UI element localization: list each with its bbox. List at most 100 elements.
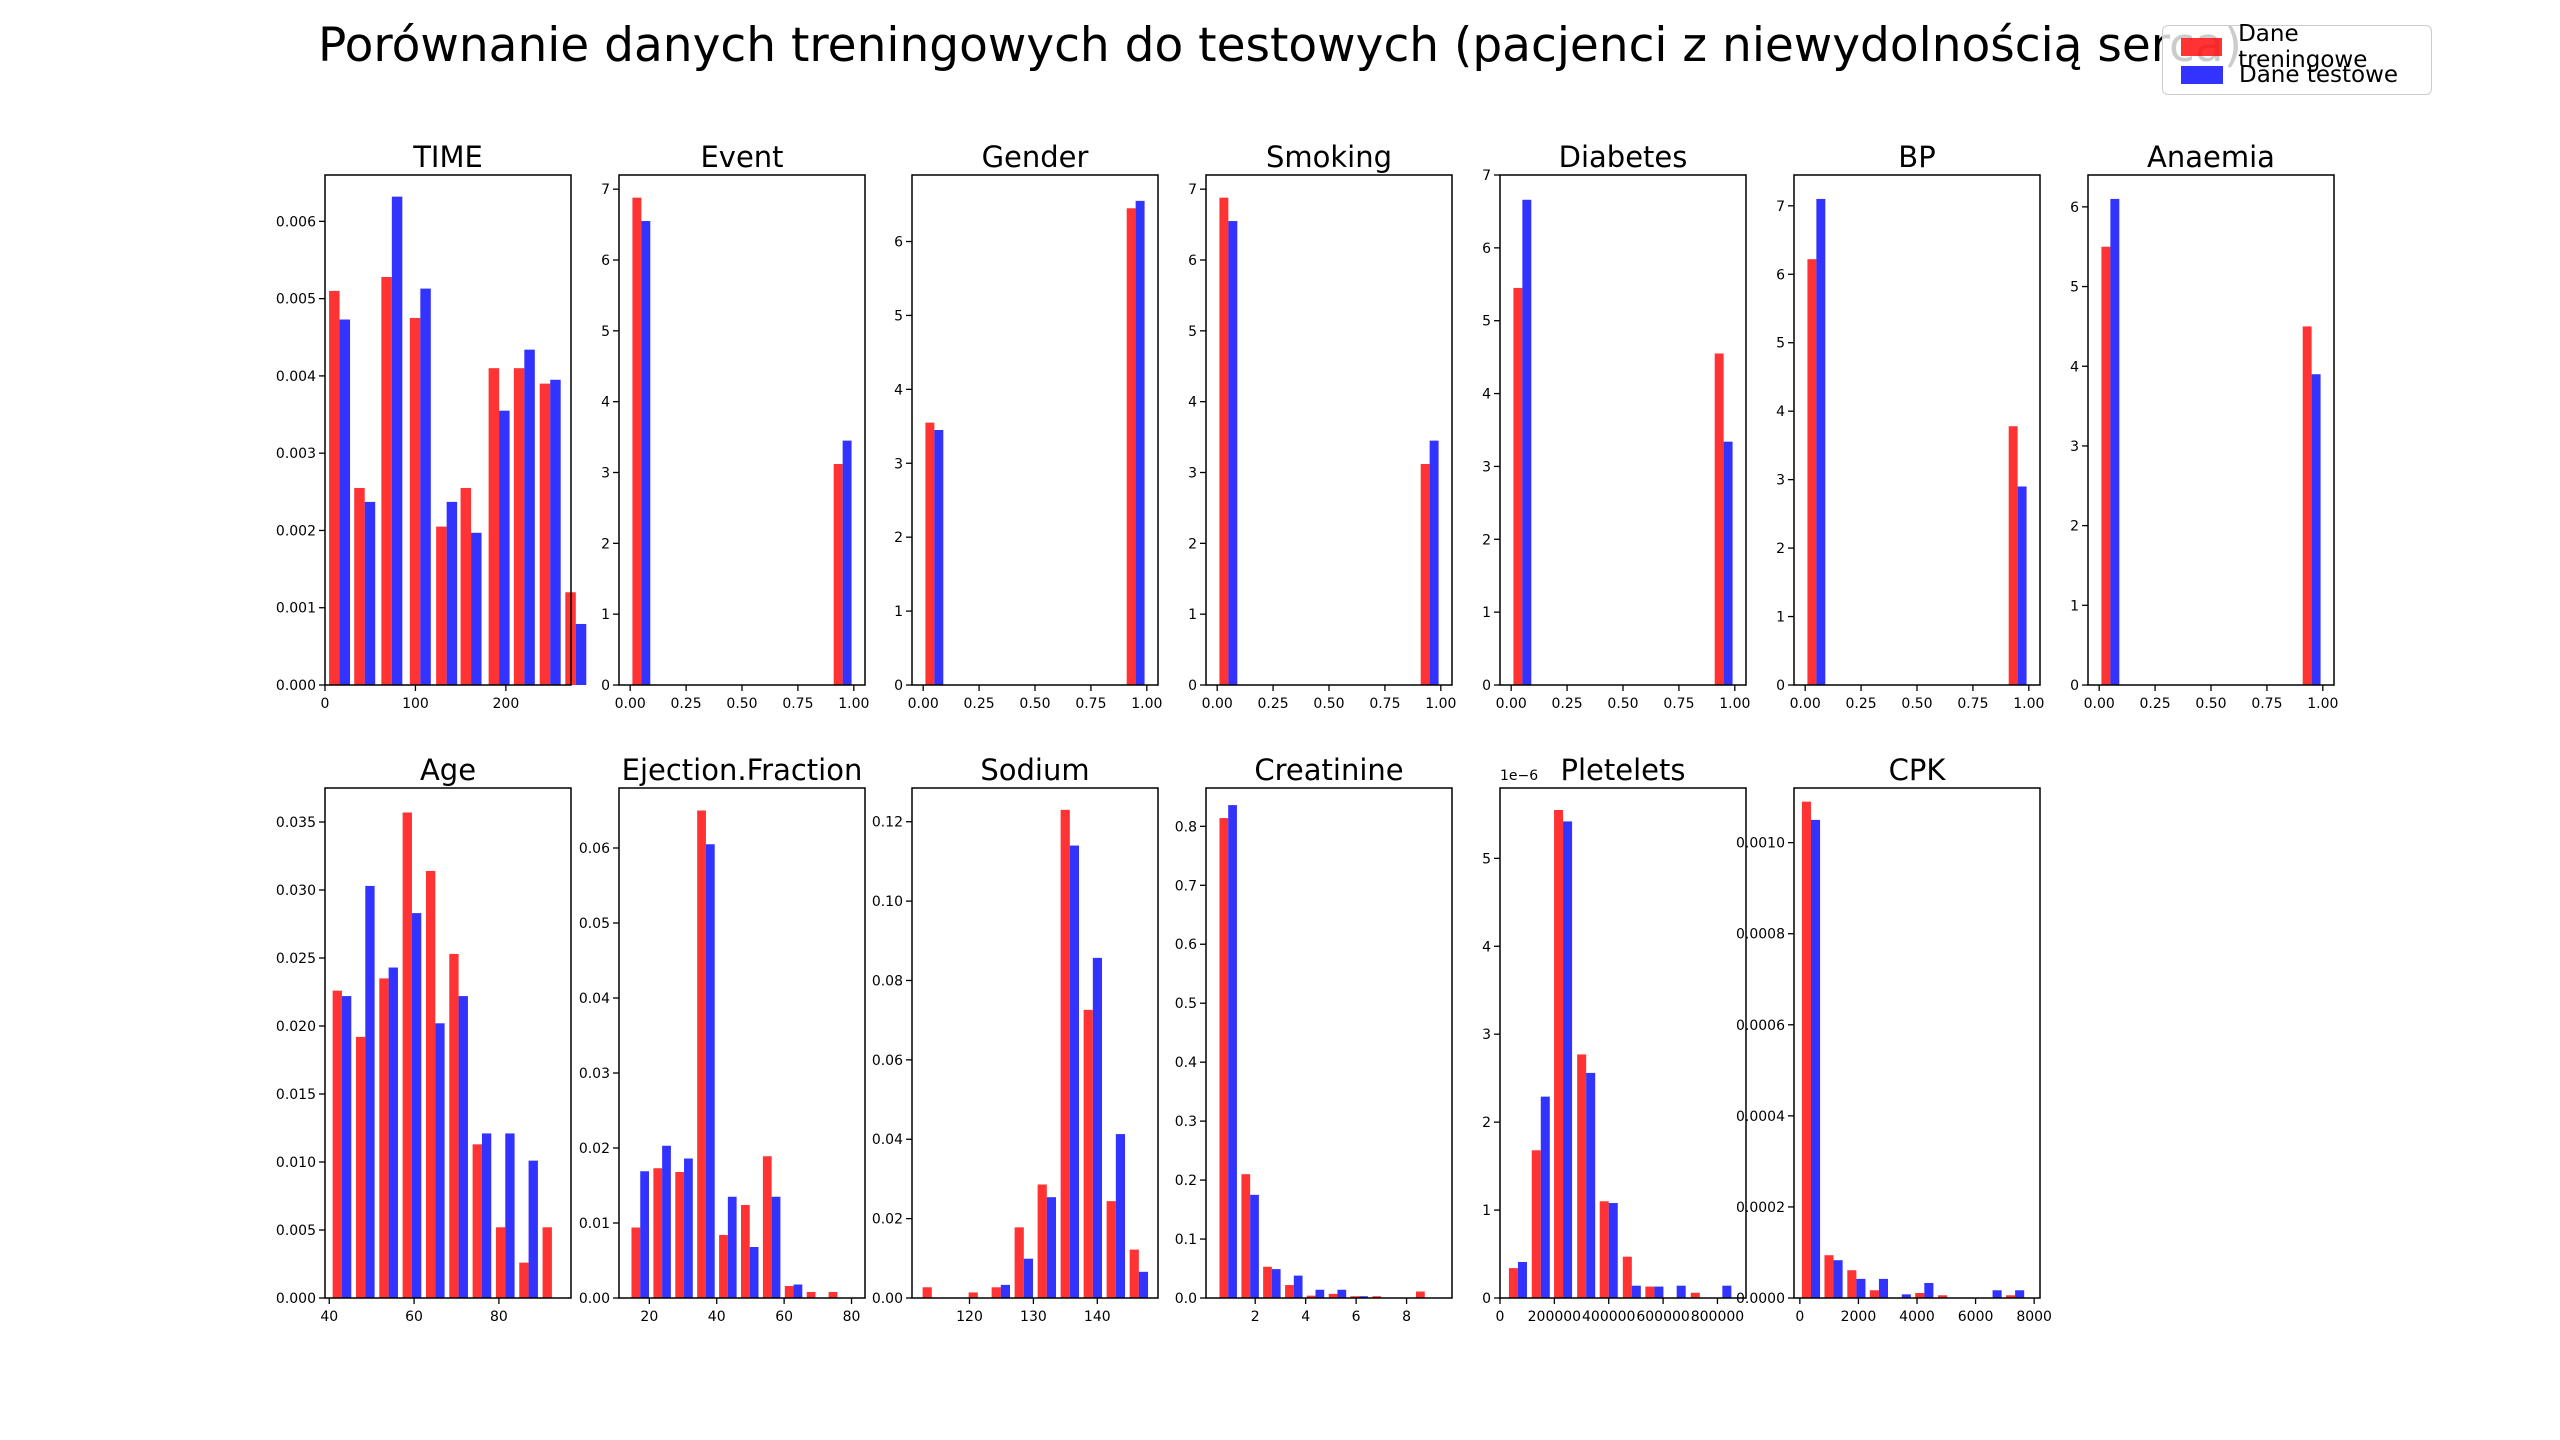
panel-time-ytick-label: 0.006 bbox=[276, 214, 316, 230]
panel-cpk-test-bar bbox=[1810, 819, 1821, 1298]
panel-ejection-fraction-ytick-label: 0.04 bbox=[579, 991, 610, 1007]
panel-gender-xtick-label: 0.75 bbox=[1075, 696, 1106, 712]
panel-pletelets-test-bar bbox=[1540, 1096, 1550, 1298]
panel-anaemia-ytick-label: 5 bbox=[2070, 280, 2079, 296]
panel-event-ytick-label: 5 bbox=[601, 324, 610, 340]
panel-event-ytick-label: 2 bbox=[601, 536, 610, 552]
panel-ejection-fraction-frame bbox=[618, 787, 866, 1299]
panel-diabetes-ytick-label: 1 bbox=[1482, 605, 1491, 621]
panel-smoking-frame bbox=[1205, 174, 1453, 686]
panel-creatinine-train-bar bbox=[1219, 818, 1229, 1298]
panel-cpk-test-bar bbox=[1833, 1260, 1843, 1298]
panel-age-title: Age bbox=[420, 753, 476, 787]
panel-creatinine-ytick-label: 0.1 bbox=[1175, 1232, 1197, 1248]
panel-cpk-frame bbox=[1793, 787, 2041, 1299]
panel-age-xtick-label: 80 bbox=[490, 1309, 508, 1325]
panel-diabetes-ytick-label: 3 bbox=[1482, 459, 1491, 475]
panel-ejection-fraction-ytick-label: 0.00 bbox=[579, 1291, 610, 1307]
panel-sodium-test-bar bbox=[1046, 1197, 1057, 1298]
panel-creatinine-test-bar bbox=[1359, 1296, 1368, 1298]
panel-smoking-xtick-label: 1.00 bbox=[1425, 696, 1456, 712]
panel-pletelets-test-bar bbox=[1586, 1072, 1596, 1298]
panel-sodium-train-bar bbox=[991, 1287, 1001, 1298]
panel-creatinine-train-bar bbox=[1285, 1285, 1294, 1298]
panel-diabetes-ytick-label: 5 bbox=[1482, 314, 1491, 330]
panel-ejection-fraction-test-bar bbox=[727, 1196, 737, 1298]
panel-creatinine-ytick-label: 0.3 bbox=[1175, 1114, 1197, 1130]
panel-creatinine-test-bar bbox=[1271, 1269, 1281, 1298]
panel-ejection-fraction-train-bar bbox=[784, 1286, 794, 1298]
panel-ejection-fraction-ytick-label: 0.06 bbox=[579, 841, 610, 857]
panel-anaemia-ytick-label: 0 bbox=[2070, 678, 2079, 694]
panel-event-train-bar bbox=[833, 464, 843, 685]
figure-title: Porównanie danych treningowych do testow… bbox=[317, 18, 2243, 73]
panel-pletelets-test-bar bbox=[1676, 1285, 1686, 1298]
panel-event-xtick-label: 0.25 bbox=[671, 696, 702, 712]
panel-cpk-test-bar bbox=[1901, 1294, 1911, 1298]
panel-gender-xtick-label: 0.00 bbox=[908, 696, 939, 712]
panel-time-test-bar bbox=[420, 288, 431, 685]
panel-diabetes-train-bar bbox=[1714, 353, 1724, 685]
panel-pletelets-train-bar bbox=[1599, 1201, 1609, 1298]
panel-gender-frame bbox=[911, 174, 1159, 686]
panel-gender-xtick-label: 0.50 bbox=[1019, 696, 1050, 712]
panel-time-ytick-label: 0.001 bbox=[276, 601, 316, 617]
panel-pletelets-frame bbox=[1499, 787, 1747, 1299]
panel-creatinine-xtick-label: 6 bbox=[1352, 1309, 1361, 1325]
panel-smoking-ytick-label: 4 bbox=[1188, 395, 1197, 411]
panel-smoking-ytick-label: 5 bbox=[1188, 324, 1197, 340]
panel-cpk-ytick-label: 0.0004 bbox=[1736, 1109, 1785, 1125]
panel-gender-ytick-label: 3 bbox=[894, 456, 903, 472]
panel-cpk-train-bar bbox=[1847, 1270, 1857, 1298]
panel-ejection-fraction-train-bar bbox=[740, 1205, 750, 1298]
panel-ejection-fraction-test-bar bbox=[793, 1284, 803, 1298]
panel-pletelets-ytick-label: 3 bbox=[1482, 1027, 1491, 1043]
panel-smoking-test-bar bbox=[1228, 221, 1238, 685]
panel-age-train-bar bbox=[402, 812, 412, 1298]
panel-ejection-fraction-train-bar bbox=[653, 1168, 663, 1298]
panel-cpk-train-bar bbox=[2006, 1295, 2016, 1298]
panel-cpk-ytick-label: 0.0010 bbox=[1736, 836, 1785, 852]
panel-cpk-test-bar bbox=[1992, 1290, 2002, 1298]
panel-smoking-xtick-label: 0.25 bbox=[1258, 696, 1289, 712]
panel-time-test-bar bbox=[471, 532, 482, 685]
panel-gender-train-bar bbox=[1126, 208, 1136, 685]
panel-sodium-train-bar bbox=[922, 1287, 932, 1298]
panel-ejection-fraction-train-bar bbox=[828, 1292, 838, 1298]
panel-cpk-xtick-label: 2000 bbox=[1841, 1309, 1877, 1325]
panel-creatinine-train-bar bbox=[1263, 1266, 1272, 1298]
panel-diabetes-test-bar bbox=[1522, 199, 1532, 685]
panel-bp-ytick-label: 6 bbox=[1776, 267, 1785, 283]
panel-diabetes-title: Diabetes bbox=[1559, 140, 1688, 174]
legend-item-test: Dane testowe bbox=[2181, 62, 2398, 88]
panel-diabetes-xtick-label: 1.00 bbox=[1719, 696, 1750, 712]
panel-ejection-fraction-train-bar bbox=[697, 810, 706, 1298]
panel-cpk-ytick-label: 0.0002 bbox=[1736, 1200, 1785, 1216]
panel-pletelets-ytick-label: 2 bbox=[1482, 1115, 1491, 1131]
panel-gender-title: Gender bbox=[982, 140, 1089, 174]
panel-anaemia-title: Anaemia bbox=[2147, 140, 2275, 174]
panel-smoking-xtick-label: 0.00 bbox=[1202, 696, 1233, 712]
panel-ejection-fraction-ytick-label: 0.05 bbox=[579, 916, 610, 932]
panel-time-title: TIME bbox=[412, 140, 483, 174]
panel-anaemia-xtick-label: 0.00 bbox=[2084, 696, 2115, 712]
panel-smoking-test-bar bbox=[1429, 440, 1439, 685]
panel-event-ytick-label: 4 bbox=[601, 395, 610, 411]
panel-event-xtick-label: 0.00 bbox=[615, 696, 646, 712]
panel-smoking-train-bar bbox=[1219, 197, 1229, 685]
panel-pletelets-train-bar bbox=[1531, 1150, 1541, 1298]
panel-age-ytick-label: 0.005 bbox=[276, 1223, 316, 1239]
panel-smoking-xtick-label: 0.50 bbox=[1313, 696, 1344, 712]
legend: Dane treningowe Dane testowe bbox=[2162, 21, 2432, 95]
panel-age-train-bar bbox=[332, 990, 342, 1298]
panel-gender-train-bar bbox=[925, 422, 935, 685]
panel-ejection-fraction-xtick-label: 80 bbox=[843, 1309, 861, 1325]
panel-sodium-xtick-label: 130 bbox=[1020, 1309, 1047, 1325]
panel-bp-test-bar bbox=[2017, 486, 2027, 685]
panel-diabetes-xtick-label: 0.25 bbox=[1552, 696, 1583, 712]
panel-age-train-bar bbox=[355, 1036, 366, 1298]
panel-age-train-bar bbox=[425, 870, 436, 1298]
panel-ejection-fraction-train-bar bbox=[762, 1156, 772, 1298]
panel-ejection-fraction-xtick-label: 60 bbox=[775, 1309, 793, 1325]
legend-swatch-train bbox=[2181, 38, 2223, 56]
